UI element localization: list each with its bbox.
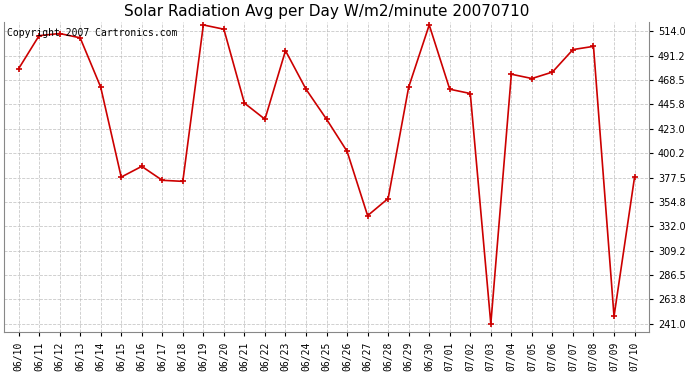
Title: Solar Radiation Avg per Day W/m2/minute 20070710: Solar Radiation Avg per Day W/m2/minute … [124,4,529,19]
Text: Copyright 2007 Cartronics.com: Copyright 2007 Cartronics.com [8,28,178,38]
